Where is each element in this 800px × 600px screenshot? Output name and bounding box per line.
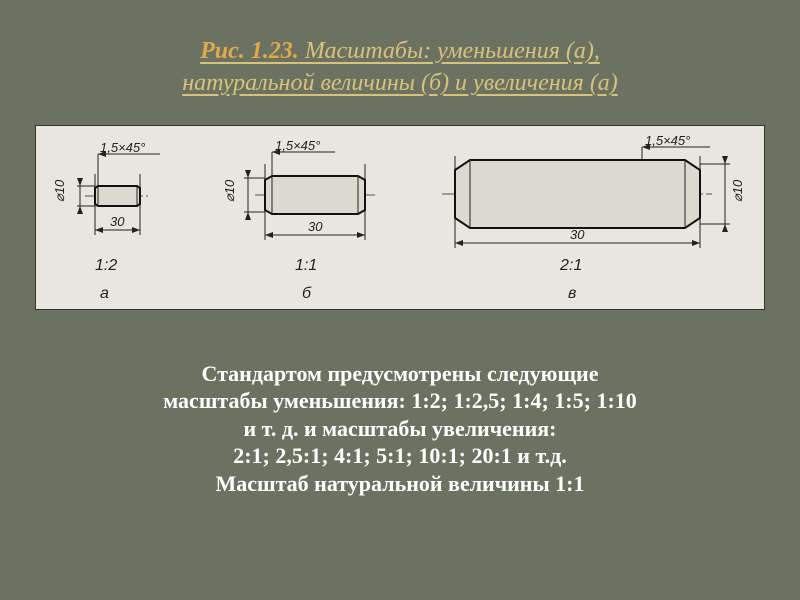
subfigure-c: 1,5×45° ⌀10 [420,130,760,305]
length-dim-a: 30 [110,214,125,229]
letter-label-b: б [302,285,312,302]
title-line-1: Рис. 1.23. Масштабы: уменьшения (а), [30,35,770,67]
diagram-panel: 1,5×45° ⌀10 [35,125,765,310]
title-rest-1: Масштабы: уменьшения (а), [299,38,600,64]
slide: Рис. 1.23. Масштабы: уменьшения (а), нат… [0,0,800,600]
diameter-dim-a: ⌀10 [52,179,67,202]
scale-label-a: 1:2 [95,257,117,274]
chamfer-dim-c: 1,5×45° [645,133,690,148]
figure-reference: Рис. 1.23. [200,38,299,64]
drawing-b: 1,5×45° ⌀10 [220,130,420,307]
chamfer-dim-a: 1,5×45° [100,140,145,155]
scale-label-b: 1:1 [295,257,317,274]
title-block: Рис. 1.23. Масштабы: уменьшения (а), нат… [30,35,770,100]
body-line-4: 2:1; 2,5:1; 4:1; 5:1; 10:1; 20:1 и т.д. [55,442,745,470]
body-line-5: Масштаб натуральной величины 1:1 [55,470,745,498]
diameter-dim-c: ⌀10 [730,179,745,202]
body-line-2: масштабы уменьшения: 1:2; 1:2,5; 1:4; 1:… [55,387,745,415]
length-dim-c: 30 [570,227,585,242]
drawing-a: 1,5×45° ⌀10 [40,130,220,307]
body-line-3: и т. д. и масштабы увеличения: [55,415,745,443]
length-dim-b: 30 [308,219,323,234]
diameter-dim-b: ⌀10 [222,179,237,202]
letter-label-a: а [100,285,109,302]
body-text: Стандартом предусмотрены следующие масшт… [30,360,770,498]
chamfer-dim-b: 1,5×45° [275,138,320,153]
subfigure-b: 1,5×45° ⌀10 [220,130,420,305]
subfigure-a: 1,5×45° ⌀10 [40,130,220,305]
body-line-1: Стандартом предусмотрены следующие [55,360,745,388]
letter-label-c: в [568,285,576,302]
scale-label-c: 2:1 [559,257,582,274]
drawing-c: 1,5×45° ⌀10 [420,130,760,307]
title-line-2: натуральной величины (б) и увеличения (а… [30,67,770,99]
